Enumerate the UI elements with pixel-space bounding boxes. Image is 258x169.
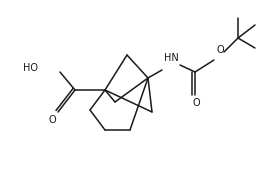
- Text: HO: HO: [23, 63, 38, 73]
- Text: O: O: [192, 98, 200, 108]
- Text: HN: HN: [164, 53, 178, 63]
- Text: O: O: [216, 45, 224, 55]
- Text: O: O: [48, 115, 56, 125]
